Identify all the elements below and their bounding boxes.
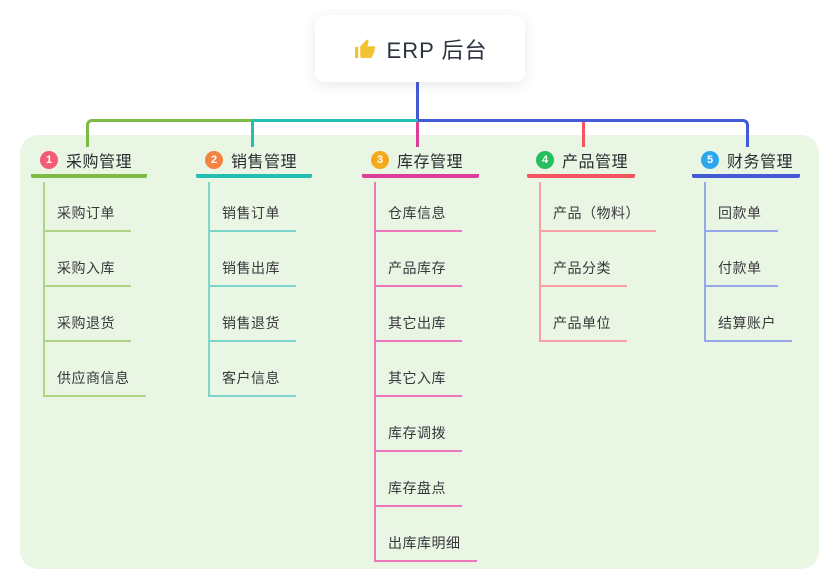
connector-inventory [416,122,419,147]
branch-sales: 2 销售管理 销售订单 销售出库 销售退货 客户信息 [196,145,312,397]
child-node[interactable]: 销售出库 [208,259,296,287]
root-connector-line [416,82,419,124]
branch-inventory-node[interactable]: 3 库存管理 [362,145,479,178]
mindmap-panel [20,135,819,569]
child-node[interactable]: 结算账户 [704,314,792,342]
child-node[interactable]: 销售订单 [208,204,296,232]
branch-sales-childline [208,182,210,397]
branch-inventory-label: 库存管理 [397,153,464,171]
child-node[interactable]: 付款单 [704,259,778,287]
child-node[interactable]: 回款单 [704,204,778,232]
child-node[interactable]: 库存盘点 [374,479,462,507]
branch-product: 4 产品管理 产品（物料） 产品分类 产品单位 [527,145,656,342]
child-node[interactable]: 采购入库 [43,259,131,287]
child-node[interactable]: 出库库明细 [374,534,477,562]
child-node[interactable]: 仓库信息 [374,204,462,232]
badge-4: 4 [536,150,554,169]
branch-sales-label: 销售管理 [231,153,298,171]
badge-3: 3 [371,150,389,169]
root-node-title: ERP 后台 [386,37,488,63]
branch-product-label: 产品管理 [562,153,629,171]
branch-purchase-label: 采购管理 [66,153,133,171]
child-node[interactable]: 其它出库 [374,314,462,342]
branch-finance-label: 财务管理 [727,153,794,171]
branch-purchase-node[interactable]: 1 采购管理 [31,145,147,178]
child-node[interactable]: 其它入库 [374,369,462,397]
badge-1: 1 [40,150,58,169]
child-node[interactable]: 供应商信息 [43,369,146,397]
branch-sales-node[interactable]: 2 销售管理 [196,145,312,178]
branch-inventory: 3 库存管理 仓库信息 产品库存 其它出库 其它入库 库存调拨 库存盘点 出库库… [362,145,479,562]
connector-product [582,122,585,147]
child-node[interactable]: 产品分类 [539,259,627,287]
branch-finance-node[interactable]: 5 财务管理 [692,145,800,178]
child-node[interactable]: 销售退货 [208,314,296,342]
connector-finance [418,119,749,147]
branch-purchase: 1 采购管理 采购订单 采购入库 采购退货 供应商信息 [31,145,147,397]
connector-purchase [86,119,254,147]
branch-finance-childline [704,182,706,342]
connector-sales [251,119,418,147]
child-node[interactable]: 产品（物料） [539,204,656,232]
branch-product-childline [539,182,541,342]
child-node[interactable]: 库存调拨 [374,424,462,452]
branch-inventory-childline [374,182,376,562]
child-node[interactable]: 采购订单 [43,204,131,232]
child-node[interactable]: 产品库存 [374,259,462,287]
child-node[interactable]: 客户信息 [208,369,296,397]
child-node[interactable]: 采购退货 [43,314,131,342]
child-node[interactable]: 产品单位 [539,314,627,342]
thumbs-up-icon [353,37,377,61]
branch-finance: 5 财务管理 回款单 付款单 结算账户 [692,145,800,342]
branch-purchase-childline [43,182,45,397]
root-node-erp[interactable]: ERP 后台 [315,15,525,82]
badge-5: 5 [701,150,719,169]
branch-product-node[interactable]: 4 产品管理 [527,145,635,178]
badge-2: 2 [205,150,223,169]
